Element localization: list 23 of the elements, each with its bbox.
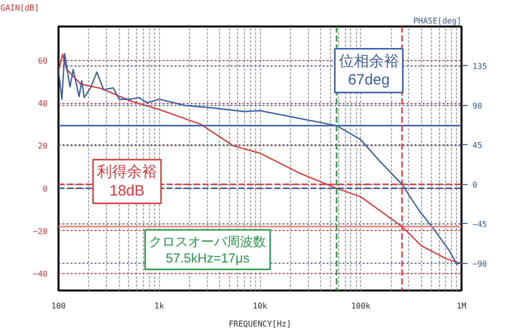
y2-tick-label: −45 [472, 220, 488, 229]
annotation: 位相余裕 67deg [338, 52, 399, 88]
y-tick-label: 40 [38, 99, 48, 108]
annotation: クロスオーバ周波数 57.5kHz=17μs [149, 234, 266, 266]
y2-tick-label: 0 [472, 180, 478, 190]
x-tick-label: 100 [51, 302, 66, 310]
y-tick-label: 0 [42, 184, 48, 194]
x-tick-label: 1k [154, 302, 164, 310]
y2-tick-label: −90 [472, 259, 488, 268]
y2-tick-label: 45 [472, 140, 482, 150]
y-tick-label: −40 [33, 269, 48, 278]
y-axis-title: GAIN[dB] [0, 4, 40, 12]
y-tick-label: 20 [38, 142, 48, 151]
x-tick-label: 10k [252, 302, 268, 310]
annotation: 利得余裕 18dB [97, 164, 158, 200]
x-tick-label: 100k [351, 302, 371, 310]
y2-tick-label: 90 [472, 101, 482, 110]
y-tick-label: −20 [33, 226, 48, 236]
x-axis-title: FREQUENCY[Hz] [228, 320, 292, 328]
y2-tick-label: 135 [472, 62, 488, 71]
x-tick-label: 1M [456, 302, 466, 310]
y-tick-label: 60 [38, 56, 48, 66]
y2-axis-title: PHASE[deg] [413, 16, 462, 26]
